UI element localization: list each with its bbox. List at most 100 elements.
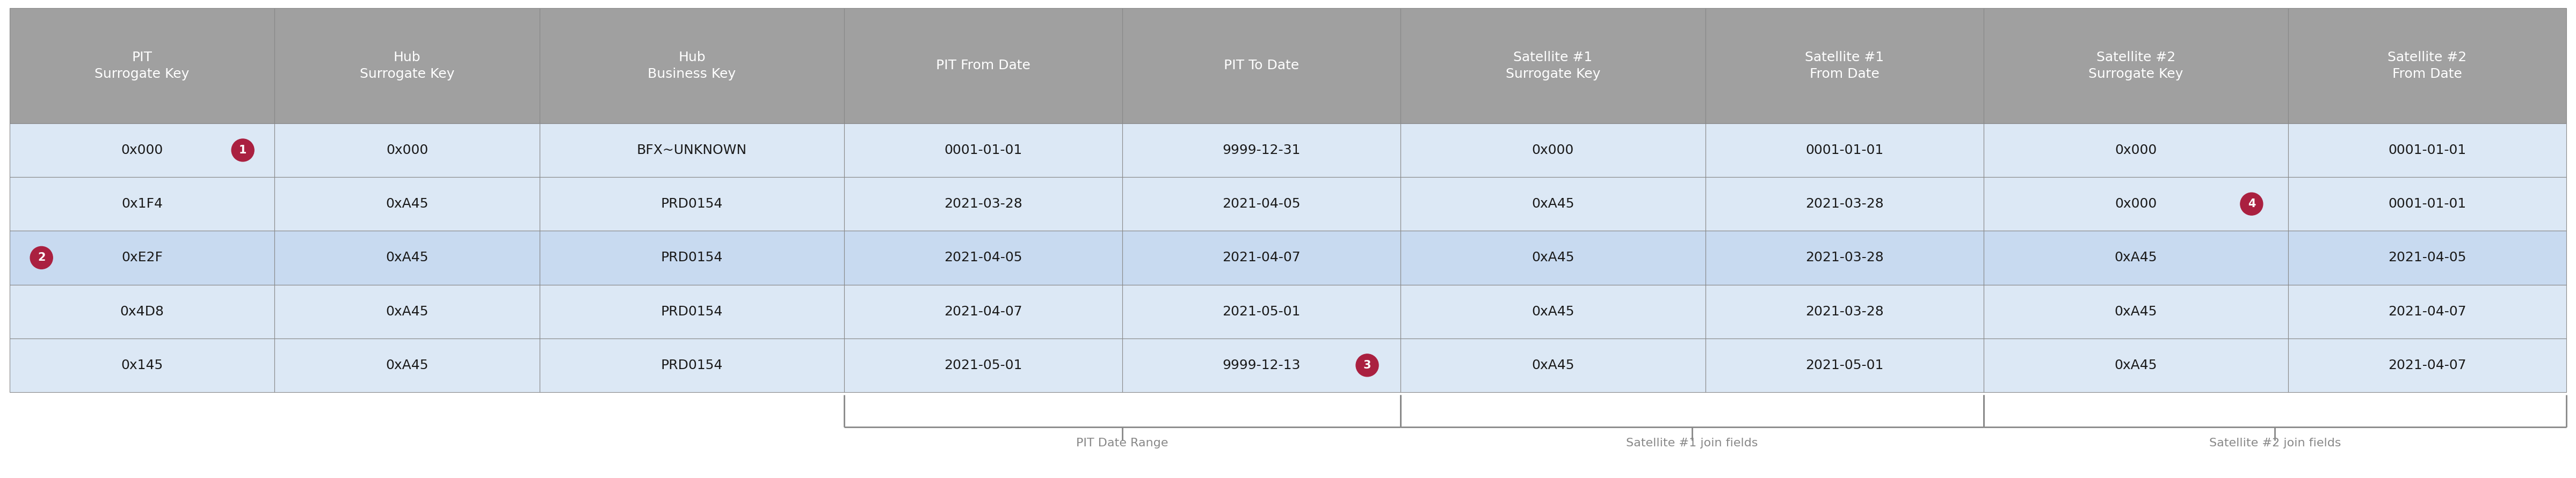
Bar — [845, 177, 1123, 231]
Bar — [1401, 177, 1705, 231]
Text: PIT From Date: PIT From Date — [935, 59, 1030, 72]
Bar — [845, 231, 1123, 284]
Bar — [538, 8, 845, 123]
Text: 2021-04-05: 2021-04-05 — [945, 251, 1023, 264]
Bar — [10, 231, 276, 284]
Bar — [1984, 284, 2287, 338]
Text: 0xA45: 0xA45 — [1533, 305, 1574, 318]
Text: 0xA45: 0xA45 — [386, 197, 428, 210]
Text: 0001-01-01: 0001-01-01 — [945, 144, 1023, 157]
Bar — [845, 338, 1123, 392]
Text: 2021-05-01: 2021-05-01 — [945, 359, 1023, 372]
Text: 0x000: 0x000 — [386, 144, 428, 157]
Text: 0001-01-01: 0001-01-01 — [2388, 197, 2465, 210]
Bar — [2287, 177, 2566, 231]
Bar — [276, 231, 538, 284]
Text: 0x145: 0x145 — [121, 359, 162, 372]
Text: 0xA45: 0xA45 — [386, 305, 428, 318]
Text: 0xA45: 0xA45 — [1533, 251, 1574, 264]
Text: 2021-04-05: 2021-04-05 — [2388, 251, 2465, 264]
Bar — [1401, 284, 1705, 338]
Text: 2021-03-28: 2021-03-28 — [1806, 305, 1883, 318]
Bar — [10, 8, 276, 123]
Text: 2021-04-07: 2021-04-07 — [2388, 359, 2465, 372]
Text: 0xA45: 0xA45 — [1533, 359, 1574, 372]
Text: 1: 1 — [240, 145, 247, 155]
Bar — [10, 177, 276, 231]
Circle shape — [232, 139, 255, 162]
Text: 2021-04-07: 2021-04-07 — [2388, 305, 2465, 318]
Bar — [1123, 123, 1401, 177]
Bar — [1984, 338, 2287, 392]
Bar — [1123, 8, 1401, 123]
Bar — [1123, 338, 1401, 392]
Bar — [276, 177, 538, 231]
Text: PRD0154: PRD0154 — [662, 359, 724, 372]
Bar — [2287, 123, 2566, 177]
Text: 0xA45: 0xA45 — [386, 359, 428, 372]
Bar — [538, 338, 845, 392]
Circle shape — [31, 247, 52, 269]
Bar — [1401, 231, 1705, 284]
Bar — [538, 284, 845, 338]
Text: Hub
Surrogate Key: Hub Surrogate Key — [361, 51, 453, 81]
Bar — [845, 284, 1123, 338]
Text: BFX~UNKNOWN: BFX~UNKNOWN — [636, 144, 747, 157]
Bar — [538, 231, 845, 284]
Bar — [1123, 284, 1401, 338]
Bar — [1401, 123, 1705, 177]
Bar — [1123, 177, 1401, 231]
Bar — [2287, 8, 2566, 123]
Bar — [1705, 338, 1984, 392]
Bar — [276, 284, 538, 338]
Bar — [1984, 231, 2287, 284]
Text: Satellite #1 join fields: Satellite #1 join fields — [1625, 438, 1757, 448]
Bar — [10, 123, 276, 177]
Text: Satellite #2
Surrogate Key: Satellite #2 Surrogate Key — [2089, 51, 2184, 81]
Text: 2: 2 — [39, 252, 46, 263]
Text: 0xA45: 0xA45 — [2115, 305, 2156, 318]
Bar — [2287, 284, 2566, 338]
Text: 2021-03-28: 2021-03-28 — [945, 197, 1023, 210]
Text: 2021-03-28: 2021-03-28 — [1806, 251, 1883, 264]
Bar — [1123, 231, 1401, 284]
Text: 4: 4 — [2249, 198, 2257, 209]
Text: Satellite #1
Surrogate Key: Satellite #1 Surrogate Key — [1504, 51, 1600, 81]
Text: 0xE2F: 0xE2F — [121, 251, 162, 264]
Text: 2021-04-07: 2021-04-07 — [1224, 251, 1301, 264]
Text: Satellite #1
From Date: Satellite #1 From Date — [1806, 51, 1883, 81]
Text: 2021-05-01: 2021-05-01 — [1224, 305, 1301, 318]
Bar — [2287, 231, 2566, 284]
Bar — [276, 8, 538, 123]
Bar — [1401, 8, 1705, 123]
Bar — [1705, 8, 1984, 123]
Text: Hub
Business Key: Hub Business Key — [647, 51, 737, 81]
Text: 0x000: 0x000 — [1533, 144, 1574, 157]
Bar — [1705, 123, 1984, 177]
Text: 0x000: 0x000 — [121, 144, 162, 157]
Text: 0xA45: 0xA45 — [386, 251, 428, 264]
Text: 0x000: 0x000 — [2115, 197, 2156, 210]
Text: Satellite #2
From Date: Satellite #2 From Date — [2388, 51, 2468, 81]
Bar — [1401, 338, 1705, 392]
Text: 2021-04-05: 2021-04-05 — [1224, 197, 1301, 210]
Text: 3: 3 — [1363, 360, 1370, 370]
Text: PIT
Surrogate Key: PIT Surrogate Key — [95, 51, 191, 81]
Text: 0x000: 0x000 — [2115, 144, 2156, 157]
Bar — [276, 338, 538, 392]
Text: PRD0154: PRD0154 — [662, 197, 724, 210]
Text: 0xA45: 0xA45 — [1533, 197, 1574, 210]
Text: PIT Date Range: PIT Date Range — [1077, 438, 1170, 448]
Text: Satellite #2 join fields: Satellite #2 join fields — [2210, 438, 2342, 448]
Text: 2021-05-01: 2021-05-01 — [1806, 359, 1883, 372]
Text: 2021-03-28: 2021-03-28 — [1806, 197, 1883, 210]
Bar — [1984, 177, 2287, 231]
Bar — [538, 177, 845, 231]
Bar — [845, 8, 1123, 123]
Text: 0001-01-01: 0001-01-01 — [1806, 144, 1883, 157]
Text: 0001-01-01: 0001-01-01 — [2388, 144, 2465, 157]
Text: 9999-12-31: 9999-12-31 — [1224, 144, 1301, 157]
Text: 9999-12-13: 9999-12-13 — [1224, 359, 1301, 372]
Text: 0x4D8: 0x4D8 — [121, 305, 165, 318]
Bar — [845, 123, 1123, 177]
